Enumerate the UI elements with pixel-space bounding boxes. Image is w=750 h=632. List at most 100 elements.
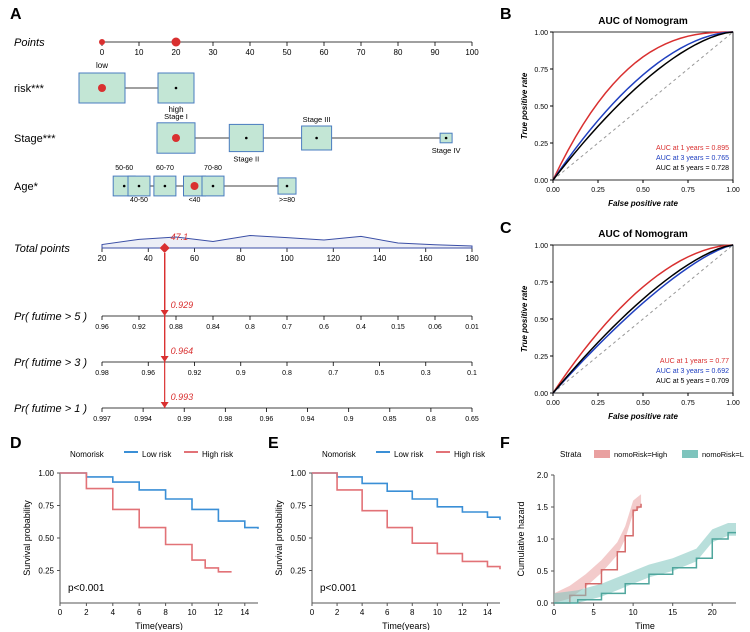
svg-text:1.5: 1.5: [537, 503, 549, 512]
svg-text:0.0: 0.0: [537, 599, 549, 608]
svg-text:6: 6: [137, 608, 142, 617]
svg-text:100: 100: [280, 254, 294, 263]
svg-text:p<0.001: p<0.001: [68, 583, 105, 594]
svg-text:Stage I: Stage I: [164, 112, 188, 121]
svg-text:0.5: 0.5: [375, 370, 385, 377]
svg-text:0.84: 0.84: [206, 324, 220, 331]
svg-text:0.8: 0.8: [245, 324, 255, 331]
svg-text:4: 4: [360, 608, 365, 617]
svg-text:6: 6: [385, 608, 390, 617]
svg-text:12: 12: [214, 608, 223, 617]
svg-text:0.7: 0.7: [282, 324, 292, 331]
svg-text:0.92: 0.92: [132, 324, 146, 331]
svg-text:70: 70: [357, 48, 366, 57]
svg-text:0.4: 0.4: [356, 324, 366, 331]
svg-text:0.994: 0.994: [134, 416, 152, 423]
hazard-f: StratanomoRisk=HighnomoRisk=Low051015200…: [512, 445, 744, 630]
svg-text:1.00: 1.00: [290, 469, 306, 478]
svg-text:AUC at 3 years = 0.765: AUC at 3 years = 0.765: [656, 155, 729, 162]
svg-text:0.75: 0.75: [534, 67, 548, 74]
svg-text:0: 0: [310, 608, 315, 617]
svg-text:High risk: High risk: [202, 450, 234, 459]
svg-text:0.50: 0.50: [636, 400, 650, 407]
svg-text:0.25: 0.25: [591, 400, 605, 407]
svg-text:2: 2: [84, 608, 89, 617]
svg-text:0.50: 0.50: [636, 187, 650, 194]
svg-text:90: 90: [431, 48, 440, 57]
svg-text:Strata: Strata: [560, 450, 582, 459]
svg-text:30: 30: [209, 48, 218, 57]
svg-text:0.50: 0.50: [534, 104, 548, 111]
svg-text:47.1: 47.1: [171, 232, 189, 242]
svg-text:Time(years): Time(years): [135, 621, 183, 630]
svg-text:60: 60: [190, 254, 199, 263]
svg-text:120: 120: [327, 254, 341, 263]
svg-text:Survival probability: Survival probability: [22, 500, 32, 576]
panel-label-b: B: [500, 6, 512, 24]
svg-text:Stage IV: Stage IV: [432, 146, 461, 155]
svg-text:Points: Points: [14, 37, 45, 49]
svg-text:0.3: 0.3: [421, 370, 431, 377]
svg-text:0.99: 0.99: [177, 416, 191, 423]
svg-text:0.06: 0.06: [428, 324, 442, 331]
svg-text:0.25: 0.25: [290, 567, 306, 576]
svg-text:0.98: 0.98: [95, 370, 109, 377]
roc-b: AUC of Nomogram0.000.250.500.751.000.000…: [515, 12, 745, 217]
svg-text:10: 10: [135, 48, 144, 57]
svg-text:0.96: 0.96: [95, 324, 109, 331]
svg-text:0: 0: [58, 608, 63, 617]
svg-text:AUC at 3 years = 0.692: AUC at 3 years = 0.692: [656, 368, 729, 375]
svg-text:8: 8: [163, 608, 168, 617]
svg-text:nomoRisk=Low: nomoRisk=Low: [702, 450, 744, 459]
svg-text:0.15: 0.15: [391, 324, 405, 331]
svg-text:True positive rate: True positive rate: [520, 285, 529, 352]
svg-text:0.6: 0.6: [319, 324, 329, 331]
svg-text:15: 15: [668, 608, 677, 617]
svg-text:60-70: 60-70: [156, 165, 174, 172]
svg-text:0.75: 0.75: [38, 502, 54, 511]
svg-text:0.75: 0.75: [290, 502, 306, 511]
svg-text:0.75: 0.75: [681, 187, 695, 194]
panel-label-c: C: [500, 220, 512, 238]
km-e: NomoriskLow riskHigh risk024681012140.25…: [270, 445, 508, 630]
svg-text:160: 160: [419, 254, 433, 263]
svg-text:0.00: 0.00: [534, 391, 548, 398]
svg-text:low: low: [96, 61, 108, 70]
svg-text:0.8: 0.8: [426, 416, 436, 423]
svg-text:Time: Time: [635, 621, 655, 630]
svg-text:AUC at 5 years = 0.709: AUC at 5 years = 0.709: [656, 378, 729, 385]
svg-text:Pr( futime > 5 ): Pr( futime > 5 ): [14, 311, 87, 323]
svg-text:risk***: risk***: [14, 83, 45, 95]
svg-text:0: 0: [552, 608, 557, 617]
svg-text:Age*: Age*: [14, 181, 39, 193]
svg-text:0.00: 0.00: [534, 178, 548, 185]
svg-text:0.75: 0.75: [681, 400, 695, 407]
svg-text:20: 20: [708, 608, 717, 617]
svg-text:Time(years): Time(years): [382, 621, 430, 630]
svg-text:0.25: 0.25: [534, 141, 548, 148]
nomogram: Points0102030405060708090100risk***lowhi…: [2, 18, 492, 438]
svg-text:0.96: 0.96: [141, 370, 155, 377]
svg-text:Nomorisk: Nomorisk: [70, 450, 105, 459]
svg-text:0.9: 0.9: [236, 370, 246, 377]
svg-text:Stage II: Stage II: [233, 155, 259, 164]
svg-text:10: 10: [188, 608, 197, 617]
svg-text:140: 140: [373, 254, 387, 263]
svg-text:0.85: 0.85: [383, 416, 397, 423]
svg-text:1.00: 1.00: [534, 243, 548, 250]
svg-text:AUC at 5 years = 0.728: AUC at 5 years = 0.728: [656, 165, 729, 172]
svg-text:0.50: 0.50: [290, 534, 306, 543]
svg-text:>=80: >=80: [279, 197, 295, 204]
svg-text:8: 8: [410, 608, 415, 617]
svg-text:AUC of Nomogram: AUC of Nomogram: [598, 229, 688, 240]
svg-text:False positive rate: False positive rate: [608, 412, 678, 421]
svg-text:0.5: 0.5: [537, 567, 549, 576]
svg-text:Pr( futime > 1 ): Pr( futime > 1 ): [14, 403, 87, 415]
svg-text:10: 10: [629, 608, 638, 617]
svg-text:50: 50: [283, 48, 292, 57]
svg-text:80: 80: [394, 48, 403, 57]
svg-text:0.25: 0.25: [591, 187, 605, 194]
svg-text:20: 20: [172, 48, 181, 57]
svg-text:4: 4: [111, 608, 116, 617]
svg-text:0.00: 0.00: [546, 187, 560, 194]
